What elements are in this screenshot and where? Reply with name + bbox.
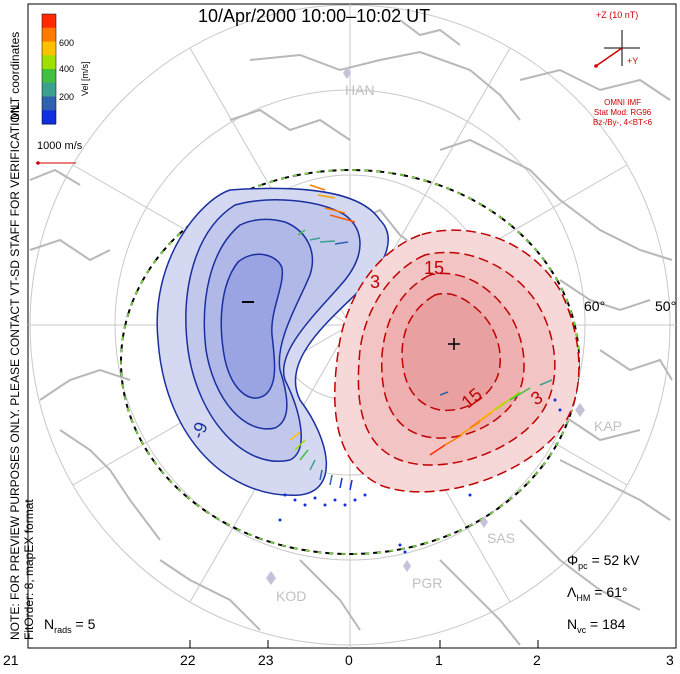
mlt-label-1: 1	[435, 652, 443, 668]
stat-lambda-hm: ΛHM = 61°	[567, 584, 628, 603]
stat-phi-pc: Φpc = 52 kV	[567, 552, 639, 571]
colorbar-segment	[42, 14, 56, 29]
potential-maximum-marker	[448, 338, 460, 350]
station-markers	[266, 67, 585, 585]
mlt-label-0: 0	[345, 652, 353, 668]
negative-potential-cell	[156, 187, 389, 496]
stat-nrads-value: = 5	[75, 616, 96, 632]
mlt-label-23: 23	[258, 652, 274, 668]
imf-source: OMNI IMF	[604, 98, 642, 107]
station-han: HAN	[345, 82, 375, 98]
stat-lambda-value: = 61°	[594, 584, 628, 600]
stat-lambda-symbol: Λ	[567, 584, 577, 600]
mlt-label-3: 3	[666, 652, 674, 668]
stat-nvc-value: = 184	[590, 616, 626, 632]
imf-info: OMNI IMF Stat Mod: RG96 Bz-/By-, 4<BT<6	[593, 98, 652, 128]
colorbar-segment	[42, 82, 56, 97]
fit-order-note: FitOrder: 8, mapEX format	[22, 499, 36, 640]
colorbar-label: Vel [m/s]	[80, 61, 90, 96]
station-pgr: PGR	[412, 575, 443, 591]
colorbar-tick-600: 600	[59, 38, 75, 48]
hm-boundary-green	[120, 169, 580, 555]
stat-nvc-symbol: N	[567, 616, 578, 632]
colorbar-segment	[42, 69, 56, 84]
imf-bz-label: +Z (10 nT)	[596, 10, 639, 20]
mlt-ticks	[27, 640, 677, 648]
positive-potential-cell	[334, 229, 580, 493]
lat-label-60: 60°	[584, 298, 606, 314]
stat-phi-symbol: Φ	[567, 552, 579, 568]
preview-note: NOTE: FOR PREVIEW PURPOSES ONLY. PLEASE …	[8, 101, 22, 640]
imf-condition: Bz-/By-, 4<BT<6	[593, 118, 653, 127]
contour-label-pos-outer-a: 3	[370, 272, 381, 292]
colorbar-segment	[42, 41, 56, 56]
colorbar-segment	[42, 55, 56, 70]
colorbar-segment	[42, 110, 56, 125]
velocity-vectors	[289, 184, 553, 491]
contour-label-pos-inner: 15	[424, 258, 445, 278]
stat-nrads-symbol: N	[44, 616, 55, 632]
stat-n-vc: Nvc = 184	[567, 616, 625, 635]
mlt-label-22: 22	[180, 652, 196, 668]
colorbar-segment	[42, 96, 56, 111]
imf-by-label: +Y	[627, 56, 639, 66]
stat-n-rads: Nrads = 5	[44, 616, 95, 635]
plot-frame	[27, 3, 677, 649]
station-kod: KOD	[276, 588, 307, 604]
imf-vector-head	[594, 64, 598, 68]
lat-label-50: 50°	[655, 298, 677, 314]
colorbar-tick-400: 400	[59, 64, 75, 74]
stat-phi-sub: pc	[578, 560, 588, 571]
stat-nrads-sub: rads	[54, 624, 72, 635]
station-kap: KAP	[594, 418, 623, 434]
mlt-label-2: 2	[533, 652, 541, 668]
stat-lambda-sub: HM	[576, 592, 591, 603]
velocity-reference-origin	[36, 161, 40, 165]
colorbar-segment	[42, 27, 56, 42]
station-sas: SAS	[487, 530, 516, 546]
velocity-colorbar	[42, 14, 56, 125]
stat-phi-value: = 52 kV	[591, 552, 640, 568]
velocity-vector-dots	[278, 398, 562, 554]
imf-vector	[595, 47, 623, 67]
mlt-label-21: 21	[3, 652, 19, 668]
velocity-reference-label: 1000 m/s	[37, 140, 83, 152]
imf-model: Stat Mod: RG96	[593, 108, 652, 117]
coastlines	[29, 19, 673, 646]
stat-nvc-sub: vc	[577, 624, 587, 635]
colorbar-tick-200: 200	[59, 92, 75, 102]
map-title: 10/Apr/2000 10:00–10:02 UT	[198, 6, 431, 26]
